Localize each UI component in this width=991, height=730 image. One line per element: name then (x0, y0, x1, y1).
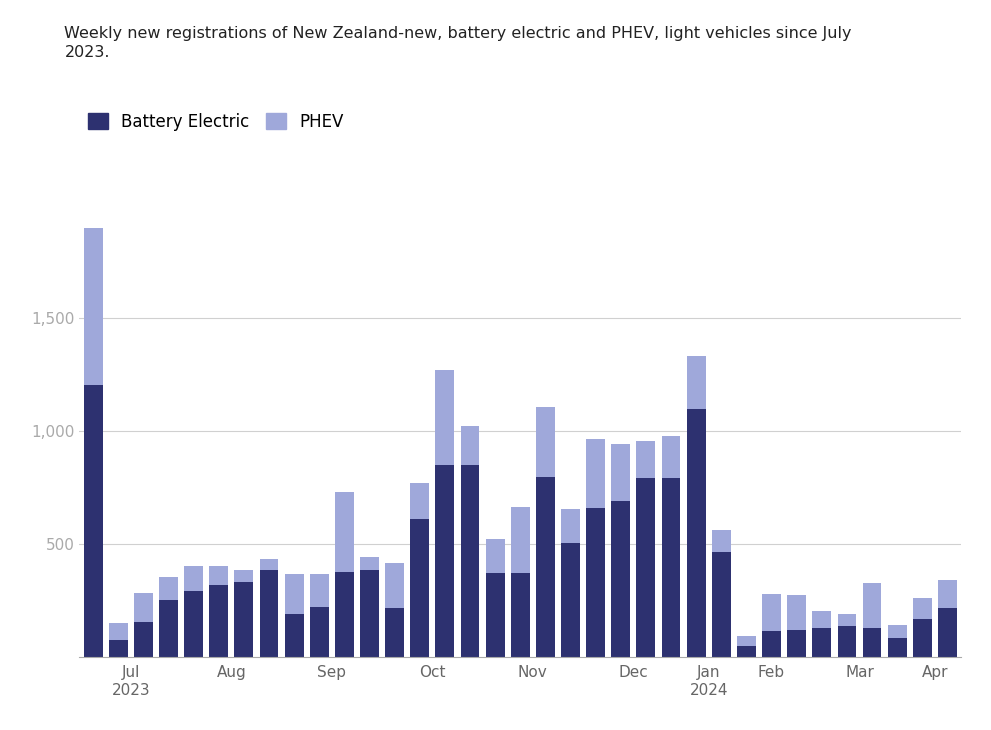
Bar (284, 575, 303, 614)
Bar (587, 507, 606, 657)
Bar (611, 501, 630, 657)
Bar (813, 610, 831, 628)
Bar (209, 566, 228, 585)
Bar (662, 437, 681, 478)
Bar (360, 570, 379, 657)
Bar (587, 439, 606, 507)
Bar (310, 575, 329, 607)
Bar (410, 483, 429, 519)
Bar (360, 558, 379, 570)
Bar (913, 618, 932, 657)
Bar (461, 464, 480, 657)
Bar (687, 410, 706, 657)
Legend: Battery Electric, PHEV: Battery Electric, PHEV (87, 113, 344, 131)
Bar (410, 519, 429, 657)
Bar (536, 407, 555, 477)
Bar (260, 558, 278, 570)
Bar (184, 591, 203, 657)
Bar (160, 600, 178, 657)
Bar (813, 628, 831, 657)
Bar (310, 607, 329, 657)
Bar (611, 445, 630, 501)
Bar (787, 630, 806, 657)
Bar (184, 566, 203, 591)
Bar (510, 573, 530, 657)
Bar (636, 478, 655, 657)
Bar (888, 638, 907, 657)
Bar (687, 356, 706, 410)
Bar (235, 583, 254, 657)
Bar (712, 530, 730, 552)
Bar (510, 507, 530, 573)
Bar (737, 636, 756, 646)
Bar (561, 509, 580, 542)
Bar (486, 573, 504, 657)
Bar (83, 385, 102, 657)
Bar (335, 572, 354, 657)
Bar (385, 608, 404, 657)
Bar (209, 585, 228, 657)
Bar (435, 464, 454, 657)
Bar (536, 477, 555, 657)
Bar (636, 441, 655, 478)
Bar (284, 614, 303, 657)
Bar (109, 640, 128, 657)
Bar (938, 608, 957, 657)
Bar (260, 570, 278, 657)
Bar (837, 614, 856, 626)
Bar (109, 623, 128, 640)
Bar (134, 622, 153, 657)
Bar (712, 552, 730, 657)
Bar (888, 626, 907, 638)
Bar (762, 593, 781, 631)
Bar (938, 580, 957, 608)
Bar (561, 542, 580, 657)
Bar (862, 628, 881, 657)
Bar (737, 646, 756, 657)
Bar (160, 577, 178, 600)
Bar (662, 478, 681, 657)
Bar (134, 593, 153, 622)
Bar (435, 369, 454, 464)
Bar (235, 570, 254, 583)
Bar (787, 595, 806, 630)
Bar (486, 539, 504, 573)
Bar (385, 563, 404, 608)
Bar (83, 228, 102, 385)
Bar (837, 626, 856, 657)
Bar (762, 631, 781, 657)
Text: Weekly new registrations of New Zealand-new, battery electric and PHEV, light ve: Weekly new registrations of New Zealand-… (64, 26, 852, 61)
Bar (461, 426, 480, 464)
Bar (862, 583, 881, 628)
Bar (913, 598, 932, 618)
Bar (335, 492, 354, 572)
